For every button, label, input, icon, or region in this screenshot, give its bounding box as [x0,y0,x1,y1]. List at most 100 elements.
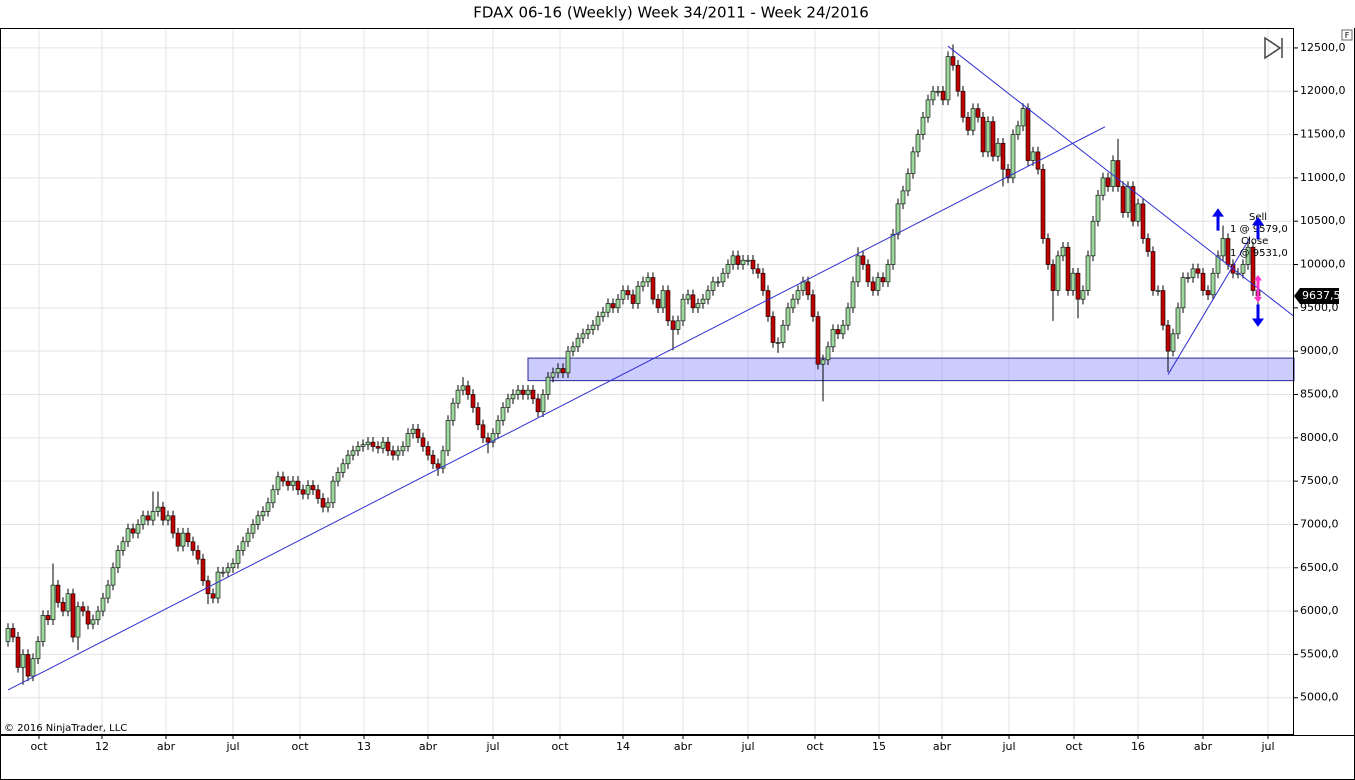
candle-body [640,281,646,287]
candle-body [310,485,316,491]
x-tick-label: abr [674,740,693,753]
y-tick-label: 8000,0 [1300,431,1339,444]
grid [0,28,1294,735]
candle-body [860,255,866,265]
candle-body [630,294,636,304]
candle-body [20,654,26,668]
y-tick-label: 11500,0 [1300,128,1346,141]
candle-body [635,285,641,304]
candle-body [320,498,326,508]
candle-body [160,506,166,521]
candle-body [1160,290,1166,326]
y-tick-label: 6000,0 [1300,604,1339,617]
candle-body [1245,246,1251,265]
candle-body [210,593,216,599]
candle-body [985,121,991,153]
candle-body [175,532,181,547]
candle-body [755,268,761,274]
candle-body [150,511,156,521]
x-tick-label: oct [291,740,309,753]
candle-body [990,121,996,157]
candle-body [825,346,831,361]
candle-body [675,320,681,330]
candle-body [475,407,481,426]
candle-body [725,264,731,274]
candle-body [430,454,436,465]
candle-body [740,259,746,265]
plot-frame [0,28,1294,735]
candle-body [510,394,516,400]
candle-body [1140,203,1146,239]
signal-arrow [1252,304,1264,327]
candle-body [1220,238,1226,257]
signal-arrow [1254,274,1262,289]
candle-body [105,584,111,599]
candle-body [655,298,661,309]
candle-body [995,142,1001,157]
candle-body [610,303,616,309]
candle-body [775,342,781,344]
candle-body [795,290,801,300]
copyright: © 2016 NinjaTrader, LLC [4,723,127,734]
candle-body [295,480,301,491]
trendlines [7,45,1294,691]
candle-body [765,290,771,317]
candle-body [275,476,281,491]
candle-body [895,203,901,235]
candle-body [180,532,186,547]
candle-body [820,359,826,365]
candle-body [5,628,11,642]
candle-body [850,281,856,309]
candle-body [890,233,896,265]
candle-body [560,368,566,374]
candle-body [225,567,231,573]
candle-body [80,606,86,612]
candle-body [1010,134,1016,179]
candle-body [520,389,526,395]
y-tick-label: 9500,0 [1300,301,1339,314]
y-tick-label: 11000,0 [1300,171,1346,184]
candle-body [1155,290,1161,292]
candle-body [605,303,611,313]
candle-body [495,420,501,434]
candle-body [900,190,906,205]
candle-body [70,593,76,638]
candle-body [1080,290,1086,300]
f-button[interactable] [1341,29,1353,41]
candle-body [45,615,51,621]
candle-body [710,281,716,291]
candle-body [375,446,381,449]
candle-body [315,489,321,499]
candle-body [915,134,921,153]
candle-body [760,272,766,291]
x-tick-label: abr [419,740,438,753]
signal-arrow [1254,289,1262,303]
play-icon[interactable] [1264,36,1283,60]
x-tick-label: abr [1194,740,1213,753]
candle-body [1250,246,1256,291]
candle-body [260,511,266,517]
candle-body [540,394,546,413]
candle-body [1215,255,1221,274]
candle-body [580,333,586,339]
candle-body [980,116,986,153]
candle-body [155,506,161,512]
candle-body [1240,264,1246,274]
last-price-label: 9637,5 [1302,289,1341,302]
candle-body [1145,238,1151,252]
y-tick-label: 9000,0 [1300,344,1339,357]
candle-body [345,454,351,465]
candle-body [385,441,391,452]
last-price-box [1294,287,1339,304]
candle-body [840,324,846,335]
candles [5,44,1261,685]
candle-body [1120,186,1126,213]
candle-body [830,329,836,348]
candle-body [715,281,721,284]
candle-body [735,255,741,265]
candle-body [450,402,456,421]
candle-body [1180,277,1186,309]
candle-body [440,450,446,469]
candle-body [300,489,306,495]
candle-body [425,446,431,456]
